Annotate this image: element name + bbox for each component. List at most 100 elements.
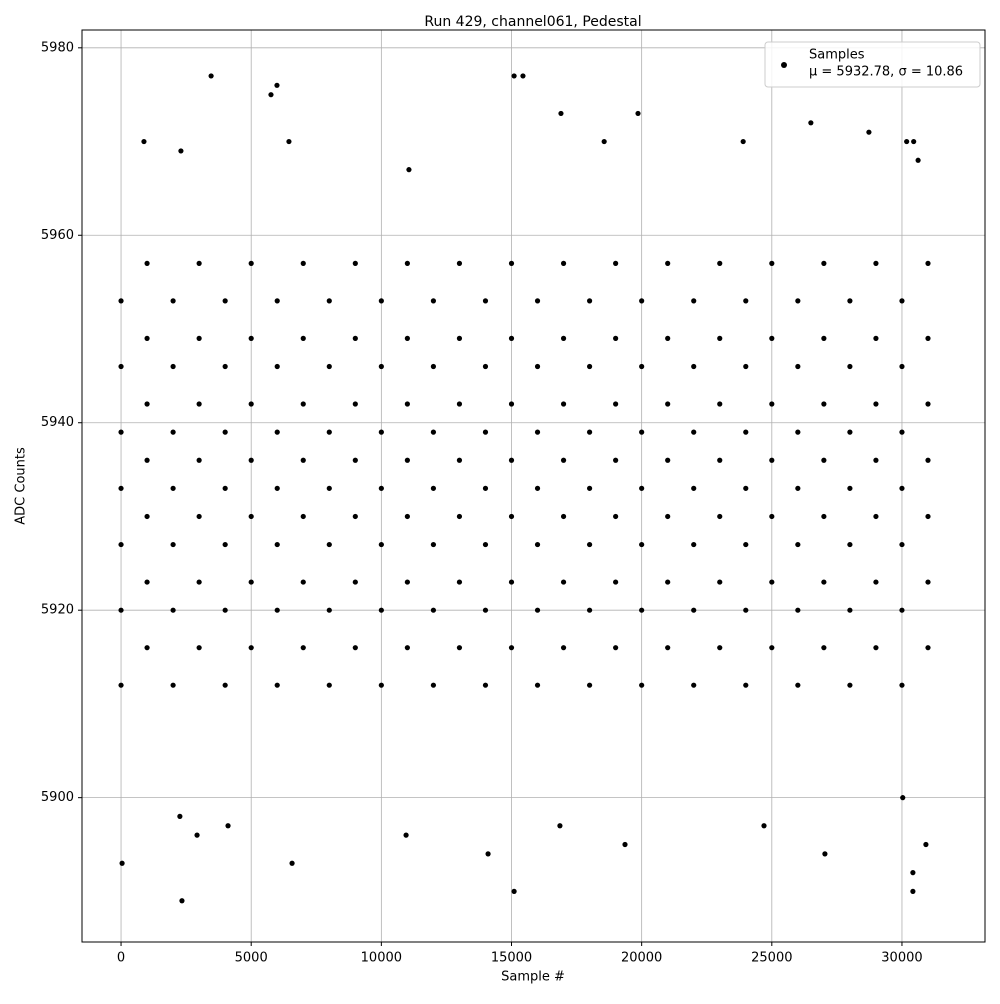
point bbox=[761, 823, 767, 829]
point bbox=[899, 429, 905, 435]
point bbox=[300, 401, 306, 407]
x-tick-label: 15000 bbox=[491, 951, 532, 966]
point bbox=[482, 363, 489, 370]
point bbox=[639, 682, 645, 688]
point bbox=[899, 298, 905, 304]
point bbox=[118, 541, 124, 548]
point bbox=[557, 823, 563, 829]
point bbox=[406, 167, 412, 173]
point bbox=[822, 851, 828, 857]
point bbox=[717, 457, 723, 463]
point bbox=[222, 541, 228, 548]
point bbox=[144, 645, 150, 651]
point bbox=[144, 335, 150, 341]
point bbox=[352, 401, 358, 407]
point bbox=[352, 645, 358, 651]
point bbox=[352, 457, 358, 463]
point bbox=[274, 429, 280, 435]
point bbox=[769, 401, 775, 407]
point bbox=[691, 429, 697, 435]
chart-title: Run 429, channel061, Pedestal bbox=[424, 14, 641, 30]
point bbox=[560, 645, 567, 651]
point bbox=[821, 260, 827, 266]
point bbox=[222, 363, 228, 370]
point bbox=[179, 898, 185, 904]
point bbox=[613, 457, 619, 463]
point bbox=[873, 645, 879, 651]
point bbox=[899, 485, 905, 491]
point bbox=[601, 138, 607, 145]
point bbox=[639, 541, 645, 548]
point bbox=[300, 335, 306, 341]
point bbox=[899, 607, 905, 613]
point bbox=[170, 298, 176, 304]
point bbox=[821, 457, 827, 463]
point bbox=[795, 429, 801, 435]
point bbox=[717, 401, 723, 407]
point bbox=[873, 260, 879, 266]
point bbox=[665, 645, 671, 651]
point bbox=[196, 457, 202, 463]
point bbox=[586, 298, 593, 304]
point bbox=[795, 298, 801, 304]
point bbox=[910, 888, 916, 894]
point bbox=[196, 579, 202, 585]
point bbox=[769, 513, 775, 520]
legend: Samples μ = 5932.78, σ = 10.86 bbox=[764, 41, 981, 88]
point bbox=[118, 298, 124, 304]
point bbox=[170, 485, 176, 491]
legend-marker bbox=[781, 62, 787, 68]
point bbox=[808, 120, 814, 126]
point bbox=[456, 335, 463, 341]
y-tick-label: 5940 bbox=[41, 415, 74, 430]
point bbox=[404, 457, 410, 463]
point bbox=[586, 607, 593, 613]
point bbox=[508, 401, 515, 407]
point bbox=[717, 260, 723, 266]
point bbox=[170, 682, 176, 688]
point bbox=[560, 513, 567, 520]
point bbox=[821, 401, 827, 407]
point bbox=[430, 298, 437, 304]
point bbox=[639, 607, 645, 613]
point bbox=[560, 335, 567, 341]
point bbox=[795, 607, 801, 613]
point bbox=[274, 682, 280, 688]
legend-label: Samples bbox=[809, 48, 865, 63]
point bbox=[274, 541, 280, 548]
point bbox=[326, 485, 332, 491]
point bbox=[326, 682, 332, 688]
point bbox=[326, 541, 332, 548]
point bbox=[248, 457, 254, 463]
point bbox=[268, 92, 274, 98]
point bbox=[534, 541, 541, 548]
point bbox=[456, 401, 463, 407]
point bbox=[534, 298, 541, 304]
point bbox=[508, 513, 515, 520]
point bbox=[795, 485, 801, 491]
point bbox=[586, 363, 593, 370]
point bbox=[274, 298, 280, 304]
point bbox=[743, 682, 749, 688]
point bbox=[300, 513, 306, 520]
point bbox=[144, 457, 150, 463]
point bbox=[118, 682, 124, 688]
point bbox=[586, 682, 593, 688]
point bbox=[847, 485, 853, 491]
point bbox=[178, 148, 184, 154]
point bbox=[222, 682, 228, 688]
point bbox=[558, 110, 564, 117]
point bbox=[508, 457, 515, 463]
point bbox=[586, 429, 593, 435]
point bbox=[691, 363, 697, 370]
point bbox=[743, 607, 749, 613]
point bbox=[144, 513, 150, 520]
point bbox=[821, 335, 827, 341]
point bbox=[665, 335, 671, 341]
point bbox=[248, 579, 254, 585]
point bbox=[821, 579, 827, 585]
point bbox=[378, 541, 384, 548]
point bbox=[665, 401, 671, 407]
point bbox=[639, 429, 645, 435]
